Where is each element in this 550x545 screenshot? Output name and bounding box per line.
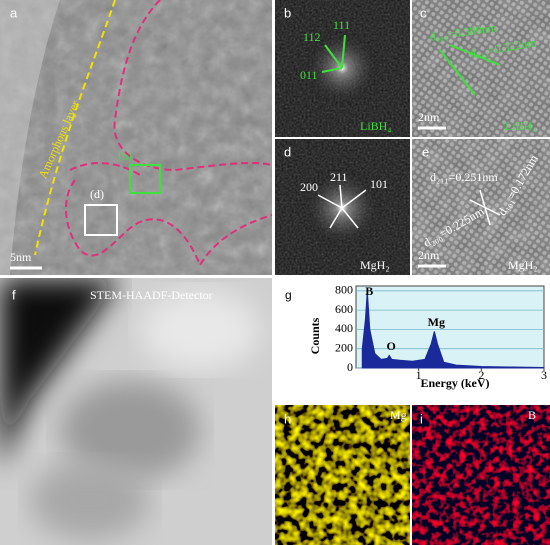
plot-area [355,285,545,369]
panel-label: d [284,144,291,159]
spacing-label: d₂₁₁=0.251nm [430,170,498,184]
panel-g: g Counts Energy (keV) 0 200 400 600 800 1 2 3 B O… [275,278,550,400]
detector-title: STEM-HAADF-Detector [90,288,213,302]
element-label: B [528,408,536,422]
panel-a: a Amorphous layer (b) (d) 5nm [0,0,273,275]
panel-label: e [422,144,429,159]
x-tick-label: 2 [478,368,484,382]
spot-index: 011 [300,68,318,82]
y-tick-label: 200 [335,340,353,354]
panel-b: b 111 112 011 LiBH₄ [275,0,410,137]
panel-label: f [12,287,16,302]
panel-label: g [285,288,292,302]
panel-label: h [284,411,291,426]
y-tick-label: 800 [335,283,353,297]
annotation: (b) [118,149,132,163]
panel-d: d 211 200 101 MgH₂ [275,139,410,275]
peak-label: O [387,339,396,353]
panel-e: e d₂₁₁=0.251nm d₁₀₁=0.172nm d₂₀₀=0.225nm… [412,139,550,275]
spectrum [361,290,545,369]
scale-bar-label: 5nm [10,250,32,264]
phase-label: LiBH₄ [360,119,392,133]
annotation: (d) [90,187,104,201]
spot-index: 101 [370,177,388,191]
scale-bar-label: 2nm [418,110,440,124]
spot-index: 112 [303,30,321,44]
peak-label: Mg [428,315,445,329]
phase-label: MgH₂ [360,258,390,272]
spot-index: 111 [333,18,350,32]
x-tick-label: 1 [416,368,422,382]
panel-f: f STEM-HAADF-Detector [0,278,272,545]
y-tick-label: 400 [335,321,353,335]
panel-h: h Mg [275,405,410,545]
y-tick-label: 600 [335,302,353,316]
panel-i: i B [412,405,550,545]
spot-index: 211 [330,170,348,184]
spot-index: 200 [300,180,318,194]
peak-label: B [365,284,373,298]
x-tick-label: 3 [541,368,547,382]
scale-bar-label: 2nm [418,248,440,262]
y-tick-label: 0 [347,360,353,374]
panel-label: b [284,5,291,20]
y-axis-label: Counts [308,317,322,354]
element-label: Mg [390,408,407,422]
panel-label: a [10,5,18,20]
panel-c: c d₁₁₁=0.380nm d₁₁₂=0.322nm 2nm LiBH₄ [412,0,550,137]
x-axis-label: Energy (keV) [421,376,490,390]
phase-label: MgH₂ [508,258,538,272]
panel-label: i [420,411,423,426]
panel-label: c [420,5,427,20]
phase-label: LiBH₄ [505,119,537,133]
